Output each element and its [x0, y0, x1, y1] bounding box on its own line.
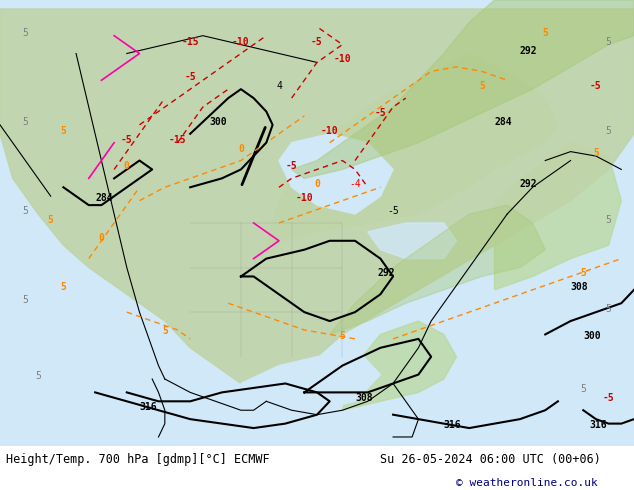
- Text: -5: -5: [603, 393, 614, 403]
- Text: 292: 292: [520, 46, 538, 55]
- Text: 5: 5: [22, 117, 29, 127]
- Text: 5: 5: [542, 27, 548, 38]
- Text: -5: -5: [375, 108, 386, 118]
- Text: -5: -5: [184, 72, 196, 82]
- Text: -10: -10: [295, 193, 313, 203]
- Polygon shape: [342, 321, 456, 410]
- Text: 5: 5: [48, 215, 54, 225]
- Text: 5: 5: [580, 269, 586, 278]
- Text: -15: -15: [169, 135, 186, 145]
- Text: 0: 0: [314, 179, 320, 189]
- Text: 308: 308: [355, 393, 373, 403]
- Text: -10: -10: [321, 126, 339, 136]
- Polygon shape: [266, 53, 558, 245]
- Text: -10: -10: [232, 37, 250, 47]
- Text: -5: -5: [311, 37, 323, 47]
- Text: 316: 316: [590, 420, 607, 430]
- Text: Height/Temp. 700 hPa [gdmp][°C] ECMWF: Height/Temp. 700 hPa [gdmp][°C] ECMWF: [6, 453, 270, 466]
- Text: 292: 292: [377, 269, 395, 278]
- Text: 5: 5: [35, 371, 41, 381]
- Text: 5: 5: [60, 282, 67, 292]
- Text: 0: 0: [238, 144, 244, 153]
- Polygon shape: [495, 143, 621, 290]
- Polygon shape: [368, 223, 456, 259]
- Text: 0: 0: [98, 233, 105, 243]
- Text: 5: 5: [339, 331, 346, 341]
- Text: 5: 5: [479, 81, 485, 91]
- Text: 5: 5: [593, 148, 599, 158]
- Text: 0: 0: [124, 161, 130, 172]
- Text: -5: -5: [590, 81, 602, 91]
- Text: 292: 292: [520, 179, 538, 189]
- Text: 5: 5: [605, 304, 612, 314]
- Text: 316: 316: [139, 402, 157, 412]
- Text: © weatheronline.co.uk: © weatheronline.co.uk: [456, 478, 598, 488]
- Text: 5: 5: [162, 326, 168, 337]
- Polygon shape: [292, 0, 634, 178]
- Text: -15: -15: [181, 37, 199, 47]
- Text: -4: -4: [349, 179, 361, 189]
- Polygon shape: [279, 134, 393, 214]
- Polygon shape: [330, 205, 545, 334]
- Text: -5: -5: [387, 206, 399, 216]
- Text: -5: -5: [286, 161, 297, 172]
- Text: 5: 5: [605, 215, 612, 225]
- Text: 5: 5: [22, 27, 29, 38]
- Text: 5: 5: [60, 126, 67, 136]
- Text: 300: 300: [209, 117, 227, 127]
- Text: 5: 5: [605, 126, 612, 136]
- Text: Su 26-05-2024 06:00 UTC (00+06): Su 26-05-2024 06:00 UTC (00+06): [380, 453, 601, 466]
- Polygon shape: [0, 9, 634, 392]
- Text: 308: 308: [571, 282, 588, 292]
- Text: 316: 316: [444, 420, 462, 430]
- Text: 4: 4: [276, 81, 282, 91]
- Text: -10: -10: [333, 54, 351, 64]
- Text: 284: 284: [95, 193, 113, 203]
- Polygon shape: [241, 348, 380, 410]
- Text: 5: 5: [22, 206, 29, 216]
- Text: 5: 5: [605, 37, 612, 47]
- Text: 5: 5: [22, 295, 29, 305]
- Text: 284: 284: [495, 117, 512, 127]
- Text: 300: 300: [583, 331, 601, 341]
- Text: -5: -5: [121, 135, 133, 145]
- Text: 5: 5: [580, 384, 586, 394]
